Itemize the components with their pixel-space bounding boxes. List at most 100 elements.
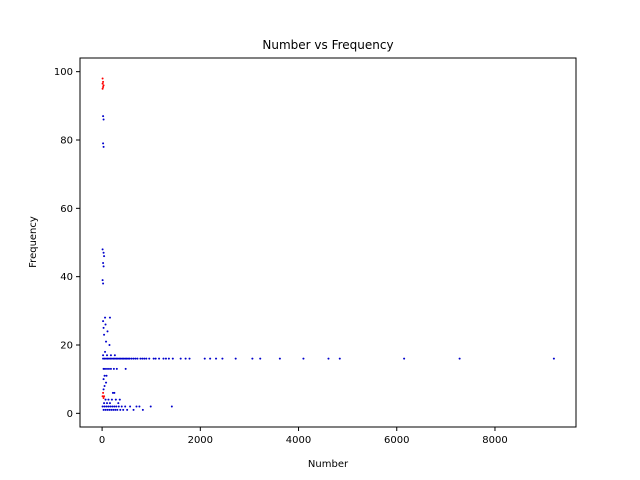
data-point-blue xyxy=(101,248,104,251)
data-point-blue xyxy=(112,357,115,360)
data-point-blue xyxy=(113,357,116,360)
data-point-blue xyxy=(126,408,129,411)
data-point-blue xyxy=(134,357,137,360)
data-point-blue xyxy=(338,357,341,360)
data-point-blue xyxy=(116,357,119,360)
data-point-blue xyxy=(119,357,122,360)
data-point-blue xyxy=(113,405,116,408)
data-point-blue xyxy=(106,330,109,333)
data-point-blue xyxy=(152,357,155,360)
data-point-blue xyxy=(106,357,109,360)
data-point-blue xyxy=(125,357,128,360)
data-point-blue xyxy=(117,402,120,405)
data-point-blue xyxy=(105,405,108,408)
data-point-red xyxy=(101,82,104,85)
data-point-blue xyxy=(106,408,109,411)
y-tick-label: 0 xyxy=(67,409,73,420)
data-point-blue xyxy=(139,357,142,360)
data-point-blue xyxy=(104,367,107,370)
data-point-blue xyxy=(105,340,108,343)
x-axis-ticks: 0 2000 4000 6000 8000 xyxy=(99,427,508,446)
y-tick-label: 40 xyxy=(60,272,73,283)
data-point-blue xyxy=(103,385,106,387)
data-point-blue xyxy=(118,357,121,360)
x-tick-label: 2000 xyxy=(188,435,213,446)
y-tick-label: 100 xyxy=(54,67,73,78)
data-point-blue xyxy=(102,145,105,148)
data-point-blue xyxy=(102,378,105,381)
data-point-red xyxy=(102,396,105,399)
plot-frame xyxy=(79,57,577,428)
data-point-blue xyxy=(104,350,107,353)
data-points xyxy=(101,77,555,411)
data-point-blue xyxy=(103,374,106,377)
data-point-blue xyxy=(113,354,116,357)
data-point-blue xyxy=(104,323,107,326)
data-point-blue xyxy=(128,357,131,360)
data-point-blue xyxy=(104,398,107,401)
chart-title: Number vs Frequency xyxy=(262,38,393,52)
data-point-blue xyxy=(102,118,105,121)
data-point-blue xyxy=(104,316,107,319)
data-point-blue xyxy=(107,405,110,408)
data-point-blue xyxy=(221,357,224,360)
data-point-blue xyxy=(203,357,206,360)
data-point-blue xyxy=(107,367,110,370)
data-point-blue xyxy=(109,367,112,370)
data-point-blue xyxy=(115,405,118,408)
data-point-blue xyxy=(105,357,108,360)
data-point-blue xyxy=(184,357,187,360)
y-tick-label: 80 xyxy=(60,136,73,147)
data-point-blue xyxy=(215,357,218,360)
data-point-blue xyxy=(188,357,191,360)
data-point-blue xyxy=(117,405,120,408)
data-point-blue xyxy=(251,357,254,360)
data-point-blue xyxy=(110,357,113,360)
data-point-blue xyxy=(130,357,133,360)
data-point-blue xyxy=(106,354,109,357)
data-point-blue xyxy=(103,255,106,258)
data-point-red xyxy=(101,87,104,90)
data-point-blue xyxy=(136,357,139,360)
data-point-blue xyxy=(118,398,121,401)
data-point-blue xyxy=(154,357,157,360)
data-point-blue xyxy=(111,391,114,394)
data-point-blue xyxy=(164,357,167,360)
data-point-blue xyxy=(102,265,105,268)
data-point-blue xyxy=(102,354,105,357)
data-point-blue xyxy=(109,357,112,360)
data-point-blue xyxy=(112,408,115,411)
data-point-blue xyxy=(104,408,107,411)
data-point-blue xyxy=(145,357,148,360)
data-point-blue xyxy=(102,326,105,329)
data-point-blue xyxy=(149,405,152,408)
x-tick-label: 6000 xyxy=(384,435,409,446)
data-point-blue xyxy=(115,367,118,370)
data-point-blue xyxy=(109,405,112,408)
data-point-blue xyxy=(132,357,135,360)
data-point-red xyxy=(101,395,104,398)
data-point-blue xyxy=(102,115,105,118)
data-point-blue xyxy=(179,357,182,360)
y-axis-label: Frequency xyxy=(28,216,39,268)
data-point-blue xyxy=(107,398,110,401)
data-point-blue xyxy=(124,367,127,370)
data-point-blue xyxy=(107,357,110,360)
data-point-blue xyxy=(103,402,106,405)
data-point-blue xyxy=(102,142,105,145)
data-point-blue xyxy=(114,408,117,411)
data-point-red xyxy=(102,84,105,87)
data-point-blue xyxy=(234,357,237,360)
data-point-blue xyxy=(132,408,135,411)
data-point-blue xyxy=(278,357,281,360)
data-point-blue xyxy=(112,367,115,370)
x-tick-label: 8000 xyxy=(482,435,507,446)
data-point-blue xyxy=(105,374,108,377)
data-point-blue xyxy=(101,405,104,408)
data-point-blue xyxy=(302,357,305,360)
data-point-blue xyxy=(106,402,109,405)
data-point-red xyxy=(103,395,106,398)
data-point-blue xyxy=(113,391,116,394)
data-point-red xyxy=(102,391,105,394)
data-point-blue xyxy=(106,367,109,370)
